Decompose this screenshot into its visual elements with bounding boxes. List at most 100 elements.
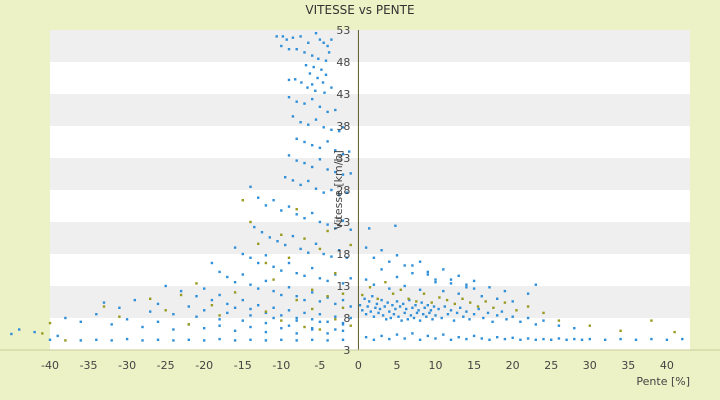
data-point [318, 38, 322, 41]
data-point [311, 328, 314, 331]
data-point [395, 254, 399, 257]
data-point [457, 292, 460, 295]
x-tick-label: -5 [314, 359, 325, 372]
data-point [295, 159, 298, 162]
data-point [380, 334, 383, 338]
data-point [280, 327, 283, 330]
data-point [557, 324, 561, 327]
data-point [295, 319, 298, 322]
data-point [41, 332, 44, 335]
data-point [64, 316, 67, 320]
data-point [391, 304, 394, 307]
x-tick-label: 5 [393, 359, 400, 372]
data-point [341, 306, 345, 309]
data-point [260, 231, 264, 234]
y-tick-label: 18 [336, 248, 350, 261]
data-point [304, 64, 308, 67]
data-point [287, 205, 291, 208]
data-point [341, 321, 345, 325]
axes [0, 30, 720, 351]
data-point [187, 338, 190, 341]
data-point [406, 318, 409, 321]
data-point [280, 209, 283, 212]
data-point [295, 339, 298, 342]
data-point [398, 305, 402, 308]
data-point [403, 264, 406, 267]
data-point [434, 314, 437, 317]
data-point [320, 68, 323, 71]
data-point [431, 318, 434, 321]
grid-band [50, 222, 690, 254]
y-tick-label: 13 [336, 280, 350, 293]
data-point [307, 41, 310, 44]
data-point [275, 35, 278, 38]
data-point [322, 126, 325, 129]
data-point [264, 330, 268, 334]
data-point [395, 275, 399, 279]
data-point [364, 278, 368, 281]
data-point [511, 336, 514, 339]
data-point [414, 304, 417, 307]
data-point [311, 144, 314, 147]
data-point [79, 339, 82, 342]
data-point [241, 252, 244, 256]
data-point [272, 265, 275, 268]
data-point [141, 325, 144, 329]
data-point [264, 321, 268, 325]
data-point [264, 339, 268, 342]
data-point [303, 298, 306, 302]
data-point [172, 339, 175, 342]
data-point [526, 337, 530, 340]
data-point [384, 281, 387, 284]
data-point [281, 35, 285, 38]
data-point [402, 302, 405, 306]
data-point [634, 338, 638, 341]
data-point [341, 292, 345, 295]
data-point [318, 220, 322, 224]
data-point [400, 319, 403, 322]
data-point [272, 289, 275, 293]
data-point [358, 304, 362, 307]
data-point [349, 243, 352, 247]
data-point [303, 325, 306, 329]
data-point [284, 176, 287, 179]
data-point [241, 319, 244, 322]
data-point [461, 297, 464, 300]
data-point [64, 339, 67, 342]
data-point [294, 78, 297, 81]
x-tick-label: -15 [234, 359, 252, 372]
data-point [445, 298, 449, 302]
data-point [511, 315, 514, 318]
data-point [295, 295, 298, 298]
data-point [291, 234, 295, 238]
data-point [341, 153, 345, 156]
x-tick-label: 15 [467, 359, 481, 372]
data-point [472, 279, 476, 283]
data-point [272, 278, 275, 281]
data-point [364, 336, 368, 339]
data-point [452, 319, 456, 322]
data-point [425, 315, 428, 318]
x-tick-label: 20 [506, 359, 520, 372]
data-point [650, 319, 653, 322]
data-point [257, 242, 260, 245]
data-point [314, 118, 318, 121]
data-point [462, 315, 465, 318]
data-point [318, 328, 322, 331]
data-point [295, 137, 298, 140]
data-point [264, 311, 268, 315]
data-point [303, 237, 306, 240]
data-point [519, 320, 522, 323]
data-point [149, 310, 152, 313]
data-point [295, 316, 298, 320]
data-point [326, 320, 329, 323]
data-point [299, 121, 302, 124]
data-point [303, 161, 306, 165]
data-point [326, 339, 329, 342]
data-point [407, 297, 410, 300]
data-point [496, 297, 499, 300]
data-point [326, 296, 329, 299]
data-point [322, 191, 325, 194]
data-point [326, 223, 329, 226]
